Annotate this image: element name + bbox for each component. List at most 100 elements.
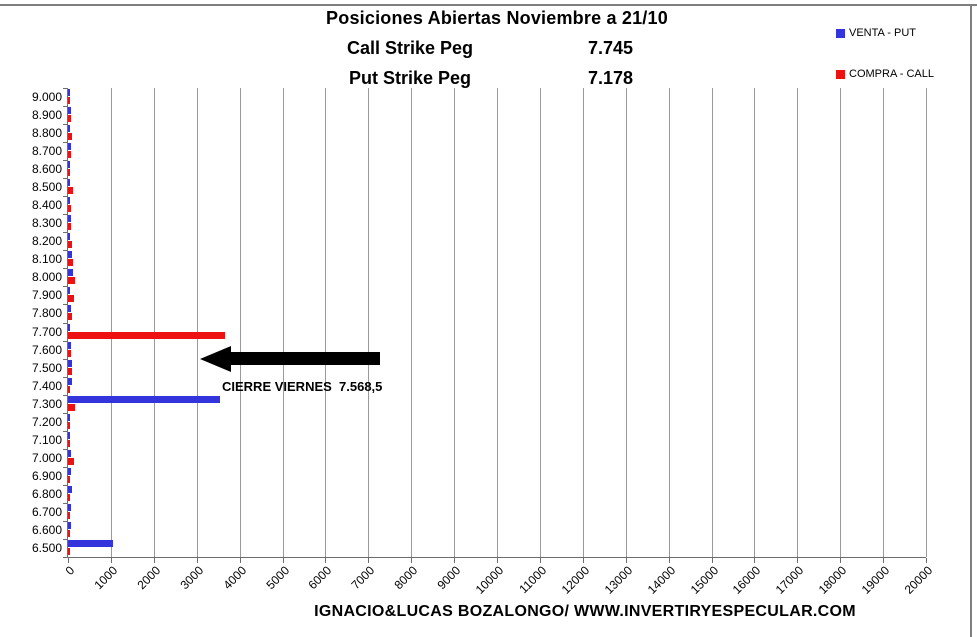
bar-compra-call-7.700 — [68, 331, 225, 339]
y-axis-tick — [63, 484, 67, 486]
bar-compra-call-8.200 — [68, 241, 72, 249]
gridline-x-6000 — [325, 88, 327, 557]
y-axis-label-6.800: 6.800 — [31, 486, 62, 501]
put-strike-label: Put Strike Peg — [348, 68, 472, 88]
bar-venta-put-6.500 — [68, 539, 114, 547]
y-axis-tick — [63, 376, 67, 378]
gridline-x-12000 — [582, 88, 584, 557]
gridline-x-9000 — [454, 88, 456, 557]
x-axis-tick — [497, 558, 498, 563]
x-axis-tick — [582, 558, 584, 563]
y-axis-tick — [63, 88, 67, 89]
bar-venta-put-8.900 — [68, 107, 71, 115]
bar-venta-put-8.100 — [68, 251, 72, 259]
y-axis-tick — [63, 557, 67, 558]
venta-put-swatch-icon — [836, 28, 845, 38]
x-axis-tick — [711, 558, 713, 563]
compra-call-swatch-icon — [836, 69, 845, 79]
gridline-x-20000 — [926, 88, 927, 557]
gridline-x-15000 — [711, 88, 713, 557]
x-axis-tick — [368, 558, 370, 563]
y-axis-tick — [63, 430, 67, 432]
bar-venta-put-8.300 — [68, 215, 71, 223]
x-axis-tick — [797, 558, 799, 563]
x-axis-tick — [454, 558, 456, 563]
gridline-x-11000 — [539, 88, 541, 557]
bar-venta-put-7.700 — [68, 323, 70, 331]
y-axis-tick — [63, 412, 67, 414]
legend-label-compra-call: COMPRA - CALL — [849, 68, 934, 80]
call-strike-row: Call Strike Peg 7.745 — [0, 38, 977, 62]
bar-venta-put-7.800 — [68, 305, 71, 313]
y-axis-tick — [63, 448, 67, 450]
bar-compra-call-6.700 — [68, 511, 70, 519]
bar-compra-call-7.900 — [68, 295, 74, 303]
plot-area: 0 1000 2000 3000 4000 5000 6000 7000 8000 9000 100… — [32, 88, 935, 597]
x-axis-tick — [196, 558, 198, 563]
bar-venta-put-7.100 — [68, 431, 71, 439]
y-axis-label-8.400: 8.400 — [31, 198, 62, 213]
cierre-arrow-shaft — [230, 352, 380, 365]
bar-venta-put-6.600 — [68, 521, 71, 529]
bar-venta-put-8.000 — [68, 269, 73, 277]
bar-compra-call-7.300 — [68, 403, 75, 411]
y-axis-label-7.800: 7.800 — [31, 306, 62, 321]
x-axis-tick — [754, 558, 756, 563]
x-axis-tick — [411, 558, 413, 563]
bar-compra-call-8.500 — [68, 187, 73, 195]
gridline-x-14000 — [668, 88, 670, 557]
y-axis-label-6.700: 6.700 — [31, 504, 62, 519]
bar-venta-put-8.800 — [68, 125, 70, 133]
x-axis-tick — [883, 558, 885, 563]
bar-venta-put-8.200 — [68, 233, 71, 241]
y-axis-label-7.700: 7.700 — [31, 324, 62, 339]
x-axis-tick — [110, 558, 112, 563]
bar-venta-put-6.900 — [68, 467, 71, 475]
bar-venta-put-8.600 — [68, 161, 71, 169]
y-axis-label-7.500: 7.500 — [31, 360, 62, 375]
y-axis-tick — [63, 538, 67, 540]
y-axis-line — [67, 88, 68, 558]
footer-credit: IGNACIO&LUCAS BOZALONGO/ WWW.INVERTIRYES… — [314, 603, 856, 620]
y-axis-label-8.900: 8.900 — [31, 108, 62, 123]
bar-compra-call-9.000 — [68, 97, 70, 104]
bar-compra-call-8.100 — [68, 259, 73, 267]
y-axis-label-8.800: 8.800 — [31, 126, 62, 141]
bar-compra-call-7.800 — [68, 313, 73, 321]
bar-compra-call-8.300 — [68, 223, 72, 231]
y-axis-label-8.600: 8.600 — [31, 162, 62, 177]
gridline-x-13000 — [625, 88, 627, 557]
y-axis-tick — [63, 520, 67, 522]
x-axis-tick — [926, 558, 927, 563]
y-axis-tick — [63, 304, 67, 306]
y-axis-tick — [63, 358, 67, 360]
x-axis-tick — [668, 558, 670, 563]
y-axis-tick — [63, 196, 67, 198]
y-axis-tick — [63, 160, 67, 162]
bar-compra-call-7.200 — [68, 421, 70, 429]
gridline-x-2000 — [153, 88, 155, 557]
bar-compra-call-6.900 — [68, 475, 70, 483]
y-axis-tick — [63, 214, 67, 216]
y-axis-label-6.500: 6.500 — [31, 540, 62, 555]
x-axis-tick — [625, 558, 627, 563]
gridline-x-18000 — [840, 88, 842, 557]
bar-venta-put-7.000 — [68, 449, 71, 457]
bar-compra-call-8.400 — [68, 205, 72, 213]
y-axis-label-7.100: 7.100 — [31, 432, 62, 447]
y-axis-label-7.400: 7.400 — [31, 378, 62, 393]
bar-compra-call-7.400 — [68, 385, 70, 393]
x-axis-tick — [239, 558, 241, 563]
gridline-x-1000 — [110, 88, 112, 557]
bar-venta-put-8.500 — [68, 179, 70, 187]
y-axis-label-6.900: 6.900 — [31, 468, 62, 483]
y-axis-tick — [63, 268, 67, 270]
cierre-viernes-annotation: CIERRE VIERNES 7.568,5 — [222, 379, 383, 394]
y-axis-tick — [63, 286, 67, 288]
y-axis-label-7.600: 7.600 — [31, 342, 62, 357]
bar-venta-put-7.500 — [68, 359, 72, 367]
legend-item-venta-put: VENTA - PUT — [836, 26, 916, 40]
x-axis-tick — [68, 558, 69, 563]
y-axis-tick — [63, 322, 67, 324]
y-axis-label-8.100: 8.100 — [31, 252, 62, 267]
